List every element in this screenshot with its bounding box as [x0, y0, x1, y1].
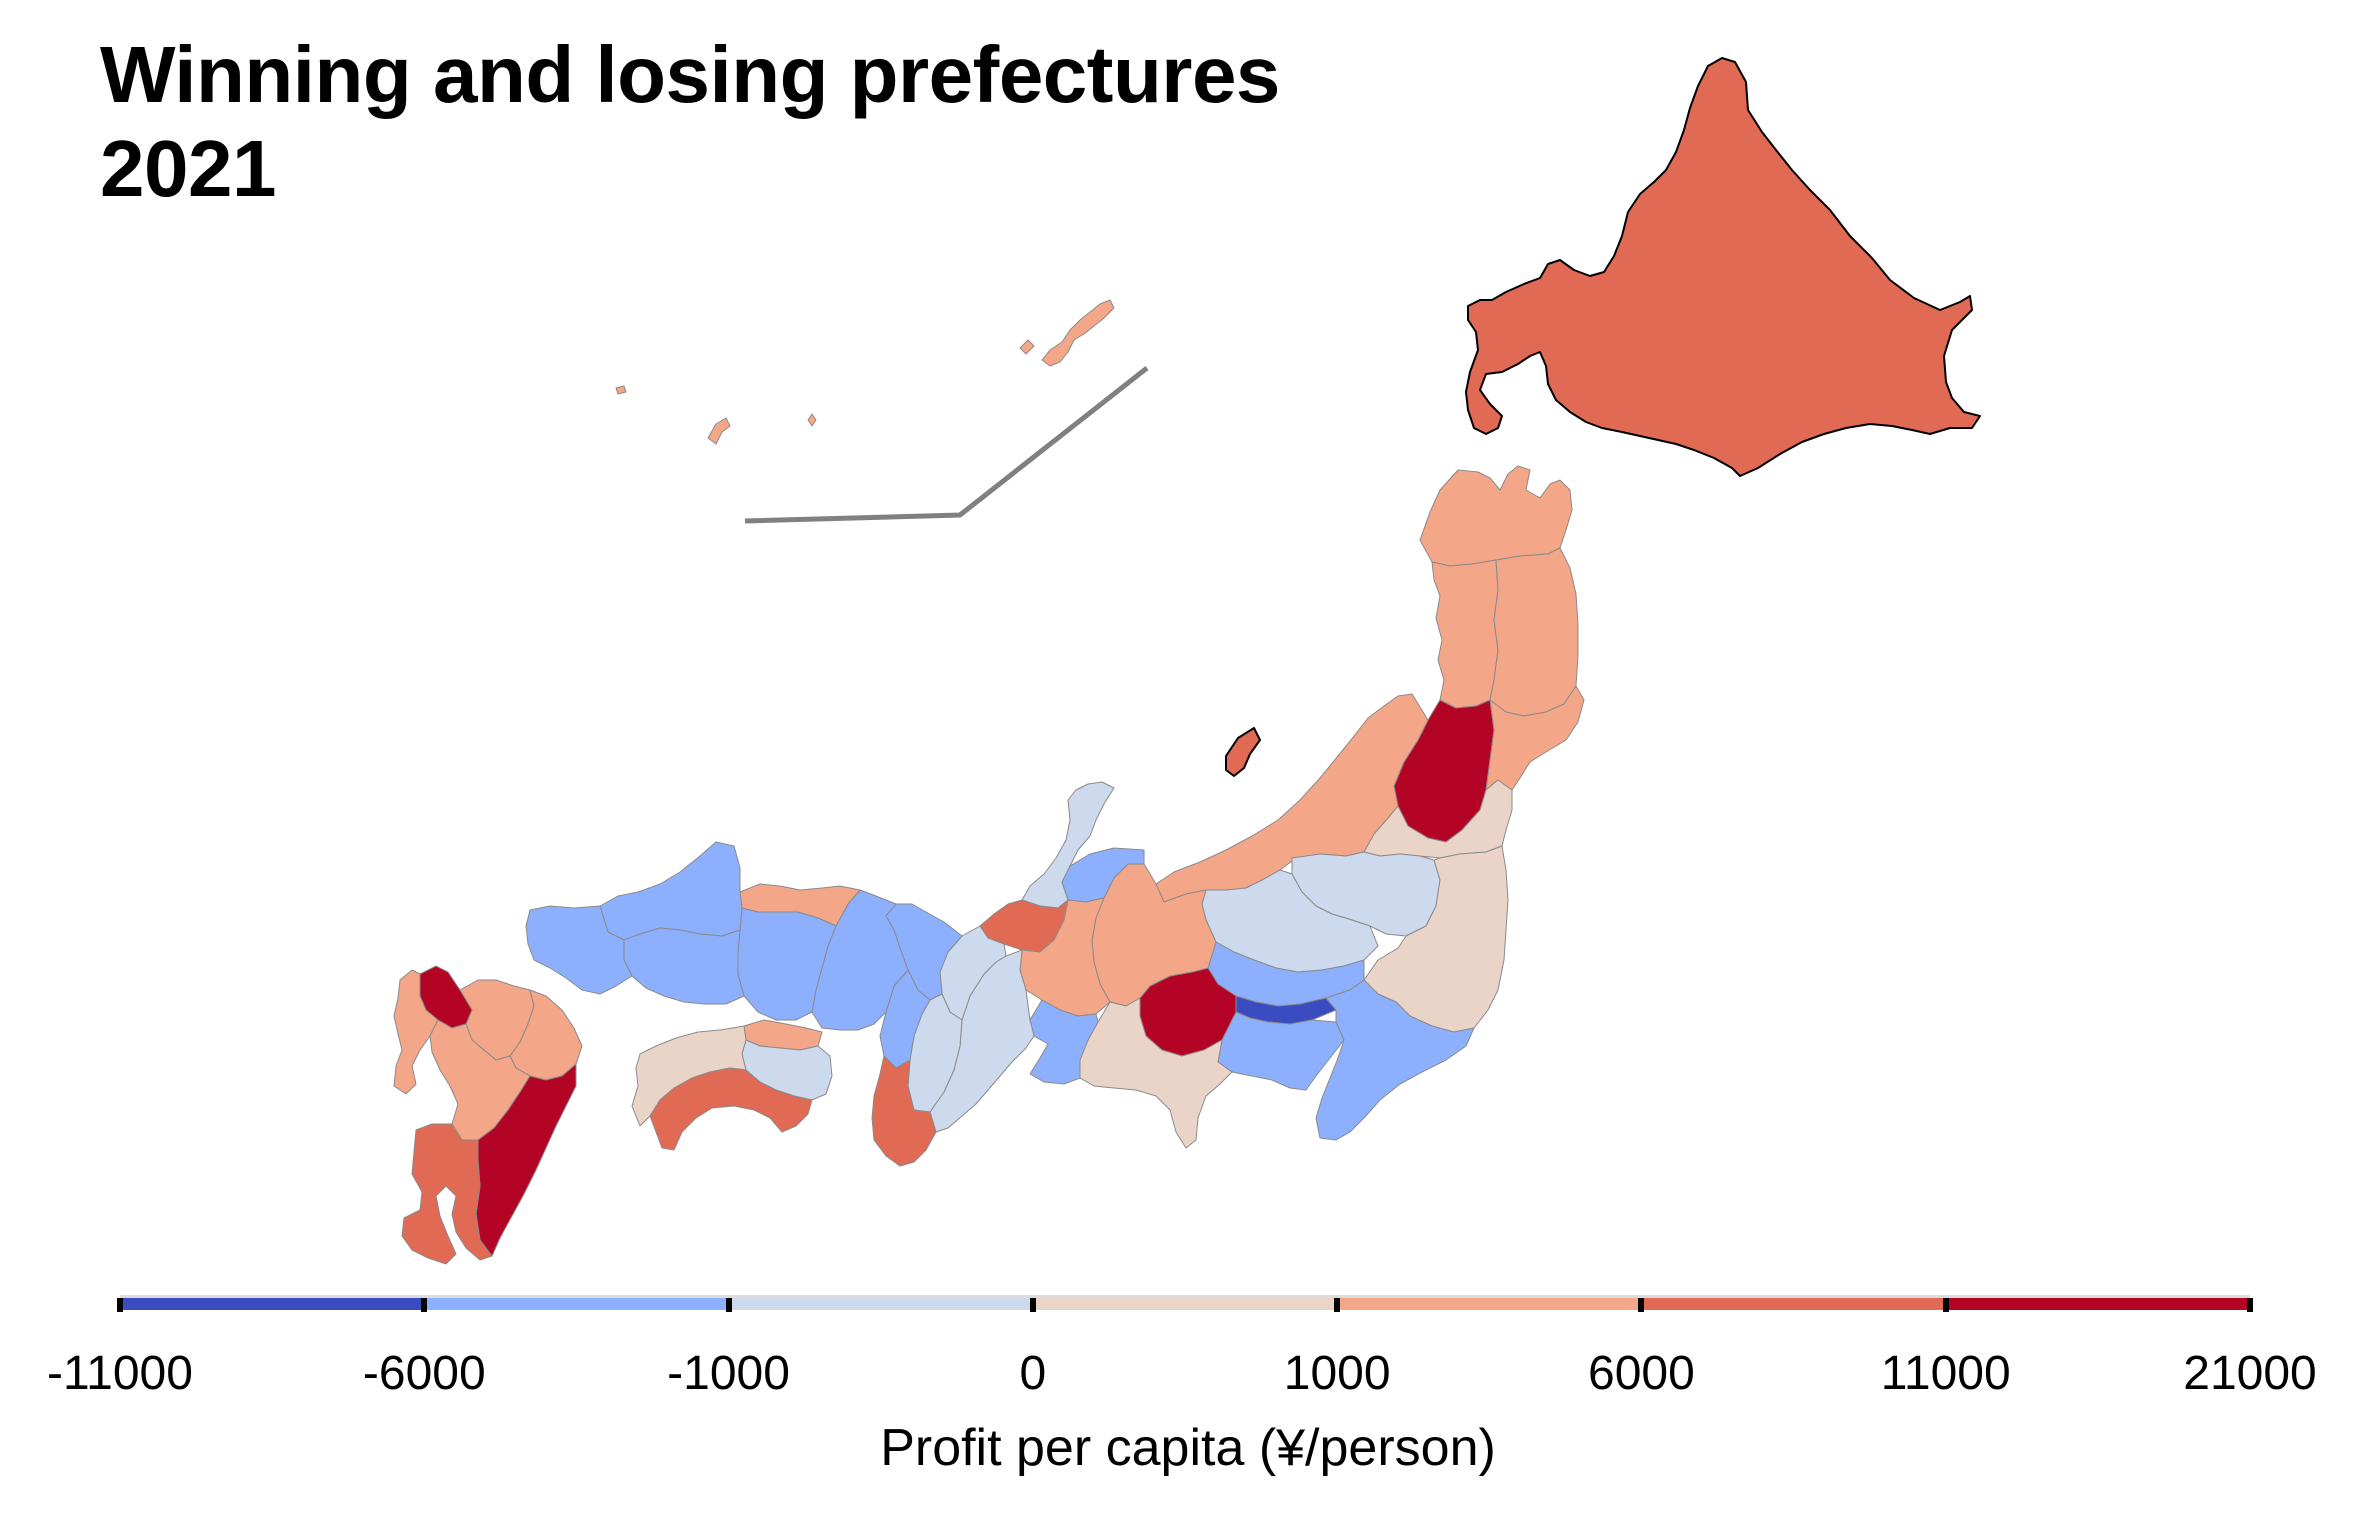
- prefecture-kochi: [649, 1067, 813, 1151]
- colorbar-tick: [2247, 1298, 2253, 1312]
- prefecture-okinawa-isl3: [707, 417, 731, 445]
- colorbar-tick-label: 21000: [2183, 1347, 2317, 1400]
- colorbar-tick: [1638, 1298, 1645, 1312]
- colorbar-segment: [1945, 1298, 2250, 1310]
- okinawa-inset-line: [744, 366, 1149, 524]
- prefecture-hokkaido: [1465, 57, 1981, 477]
- colorbar-tick-label: 1000: [1283, 1347, 1391, 1400]
- prefecture-akita: [1431, 559, 1499, 709]
- colorbar-segment: [1337, 1298, 1642, 1310]
- prefecture-ishikawa: [1021, 781, 1115, 909]
- prefecture-kagoshima: [401, 1123, 493, 1265]
- colorbar-tick-label: -1000: [667, 1347, 790, 1400]
- map-title: Winning and losing prefectures 2021: [100, 28, 1280, 216]
- prefecture-iwate: [1489, 547, 1579, 717]
- colorbar-tick: [725, 1298, 732, 1312]
- prefecture-aichi: [1029, 999, 1099, 1085]
- colorbar-segment: [728, 1298, 1033, 1310]
- prefecture-nagasaki: [393, 969, 439, 1095]
- prefecture-okinawa-isl2: [1019, 339, 1035, 355]
- prefecture-chiba: [1315, 979, 1475, 1141]
- colorbar-tick: [1334, 1298, 1341, 1312]
- colorbar-tick: [1029, 1298, 1036, 1312]
- colorbar-tick-label: 11000: [1880, 1347, 2011, 1400]
- prefecture-shapes: [393, 57, 1981, 1265]
- colorbar-segment: [120, 1298, 425, 1310]
- prefecture-shimane: [599, 841, 743, 941]
- colorbar-tick-label: -11000: [47, 1347, 193, 1400]
- colorbar-segment: [1641, 1298, 1946, 1310]
- colorbar-tick-label: -6000: [362, 1347, 486, 1400]
- prefecture-okinawa: [1041, 299, 1115, 367]
- japan-choropleth-map: [393, 57, 1981, 1265]
- prefecture-aomori: [1419, 465, 1573, 567]
- prefecture-miyagi: [1485, 685, 1585, 791]
- colorbar-tick: [117, 1298, 123, 1312]
- colorbar: [117, 1295, 2253, 1312]
- colorbar-tick-label: 0: [1019, 1347, 1047, 1400]
- colorbar-segment: [424, 1298, 729, 1310]
- prefecture-kanagawa: [1217, 1011, 1345, 1091]
- map-title-line2: 2021: [100, 124, 276, 213]
- prefecture-hiroshima: [623, 927, 745, 1005]
- colorbar-label: Profit per capita (¥/person): [880, 1419, 1496, 1477]
- colorbar-tick: [421, 1298, 428, 1312]
- okinawa-islands: [615, 299, 1115, 445]
- prefecture-okinawa-isl5: [615, 385, 627, 395]
- colorbar-tick: [1942, 1298, 1949, 1312]
- map-title-line1: Winning and losing prefectures: [100, 30, 1280, 119]
- prefecture-miyazaki: [475, 1063, 577, 1257]
- prefecture-wakayama: [871, 1055, 937, 1167]
- colorbar-segment: [1032, 1298, 1338, 1310]
- colorbar-tick-label: 6000: [1588, 1347, 1695, 1400]
- coastline-outlines: [1225, 57, 1981, 777]
- prefecture-osaka: [879, 969, 931, 1069]
- prefecture-okinawa-isl4: [807, 413, 817, 427]
- prefecture-yamaguchi: [525, 905, 633, 995]
- prefecture-shizuoka: [1079, 997, 1233, 1149]
